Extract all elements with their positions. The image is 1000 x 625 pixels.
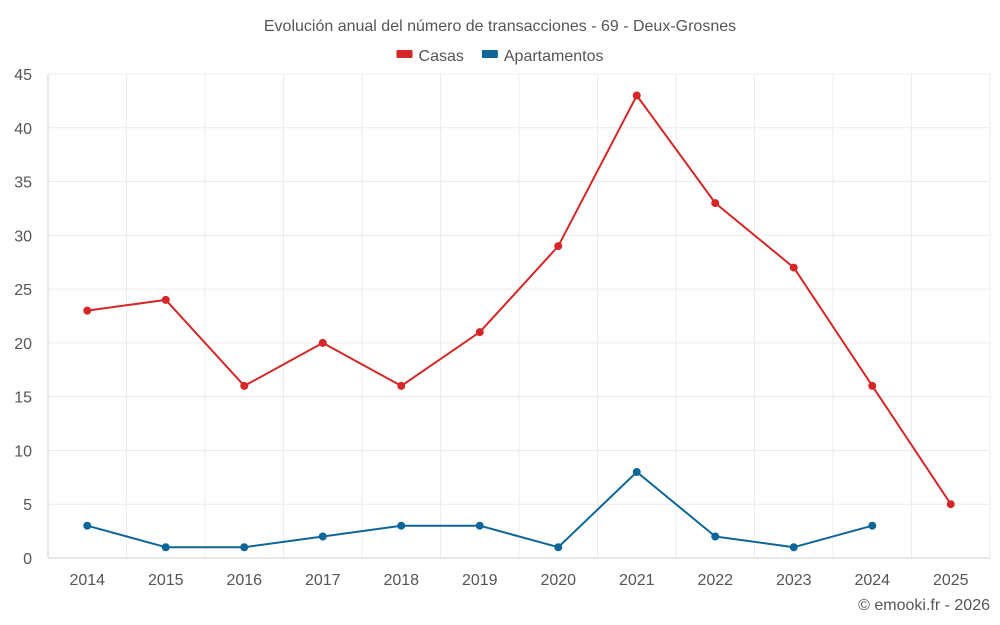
data-point-apartamentos[interactable] [475, 521, 484, 530]
data-point-casas[interactable] [83, 306, 92, 315]
chart-title: Evolución anual del número de transaccio… [264, 18, 736, 35]
data-point-apartamentos[interactable] [554, 543, 563, 552]
x-tick-label: 2016 [226, 572, 262, 589]
data-point-apartamentos[interactable] [318, 532, 327, 541]
data-point-casas[interactable] [240, 381, 249, 390]
legend-swatch [481, 50, 498, 58]
series-group [83, 91, 955, 552]
data-point-casas[interactable] [161, 295, 170, 304]
legend-item-apartamentos[interactable]: Apartamentos [481, 48, 604, 65]
x-tick-label: 2024 [854, 572, 890, 589]
data-point-casas[interactable] [789, 263, 798, 272]
data-point-apartamentos[interactable] [397, 521, 406, 530]
data-point-apartamentos[interactable] [161, 543, 170, 552]
x-tick-label: 2019 [462, 572, 498, 589]
data-point-apartamentos[interactable] [83, 521, 92, 530]
y-tick-label: 40 [14, 121, 32, 138]
data-point-casas[interactable] [946, 500, 955, 509]
y-axis: 0 5 10 15 20 25 30 35 40 45 [14, 67, 32, 568]
data-point-apartamentos[interactable] [789, 543, 798, 552]
data-point-apartamentos[interactable] [240, 543, 249, 552]
x-tick-label: 2023 [776, 572, 812, 589]
y-tick-label: 20 [14, 336, 32, 353]
x-tick-label: 2021 [619, 572, 655, 589]
data-point-casas[interactable] [475, 328, 484, 337]
x-tick-label: 2014 [69, 572, 105, 589]
x-tick-label: 2017 [305, 572, 341, 589]
x-tick-label: 2025 [933, 572, 969, 589]
y-tick-label: 35 [14, 175, 32, 192]
series-casas [83, 91, 955, 509]
x-tick-label: 2020 [540, 572, 576, 589]
y-tick-label: 5 [23, 497, 32, 514]
series-apartamentos [83, 467, 877, 552]
x-tick-label: 2018 [383, 572, 419, 589]
data-point-casas[interactable] [711, 199, 720, 208]
y-tick-label: 0 [23, 551, 32, 568]
y-tick-label: 45 [14, 67, 32, 84]
data-point-casas[interactable] [868, 381, 877, 390]
data-point-apartamentos[interactable] [711, 532, 720, 541]
y-tick-label: 15 [14, 390, 32, 407]
data-point-apartamentos[interactable] [632, 467, 641, 476]
data-point-casas[interactable] [397, 381, 406, 390]
y-tick-label: 30 [14, 228, 32, 245]
y-tick-label: 25 [14, 282, 32, 299]
x-axis: 2014 2015 2016 2017 2018 2019 2020 2021 2022 2023… [69, 572, 968, 589]
data-point-casas[interactable] [318, 338, 327, 347]
gridlines [47, 73, 991, 559]
legend-label: Casas [419, 48, 464, 65]
legend-item-casas[interactable]: Casas [396, 48, 464, 65]
legend: Casas Apartamentos [396, 48, 604, 65]
credit-text: © emooki.fr - 2026 [858, 597, 990, 614]
x-tick-label: 2022 [697, 572, 733, 589]
x-tick-label: 2015 [148, 572, 184, 589]
series-line-casas [87, 94, 952, 505]
data-point-casas[interactable] [632, 91, 641, 100]
y-tick-label: 10 [14, 443, 32, 460]
legend-swatch [396, 50, 413, 58]
data-point-casas[interactable] [554, 242, 563, 251]
data-point-apartamentos[interactable] [868, 521, 877, 530]
legend-label: Apartamentos [504, 48, 604, 65]
